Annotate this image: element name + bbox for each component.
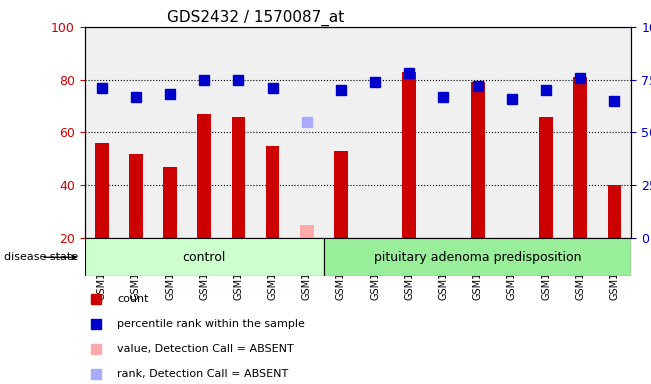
Text: pituitary adenoma predisposition: pituitary adenoma predisposition: [374, 251, 581, 264]
Bar: [163, 167, 177, 238]
Bar: [197, 114, 211, 238]
Bar: [300, 225, 314, 238]
Text: control: control: [182, 251, 226, 264]
Text: rank, Detection Call = ABSENT: rank, Detection Call = ABSENT: [117, 369, 288, 379]
Bar: [402, 72, 416, 238]
Text: disease state: disease state: [5, 252, 78, 262]
Text: value, Detection Call = ABSENT: value, Detection Call = ABSENT: [117, 344, 294, 354]
Bar: [574, 77, 587, 238]
Bar: [232, 117, 245, 238]
Bar: [266, 146, 279, 238]
FancyBboxPatch shape: [85, 238, 324, 276]
Bar: [539, 117, 553, 238]
Bar: [607, 185, 621, 238]
Bar: [471, 82, 484, 238]
Bar: [95, 143, 109, 238]
Text: GDS2432 / 1570087_at: GDS2432 / 1570087_at: [167, 9, 344, 25]
Bar: [129, 154, 143, 238]
Text: percentile rank within the sample: percentile rank within the sample: [117, 319, 305, 329]
Text: count: count: [117, 294, 149, 304]
FancyBboxPatch shape: [324, 238, 631, 276]
Bar: [334, 151, 348, 238]
